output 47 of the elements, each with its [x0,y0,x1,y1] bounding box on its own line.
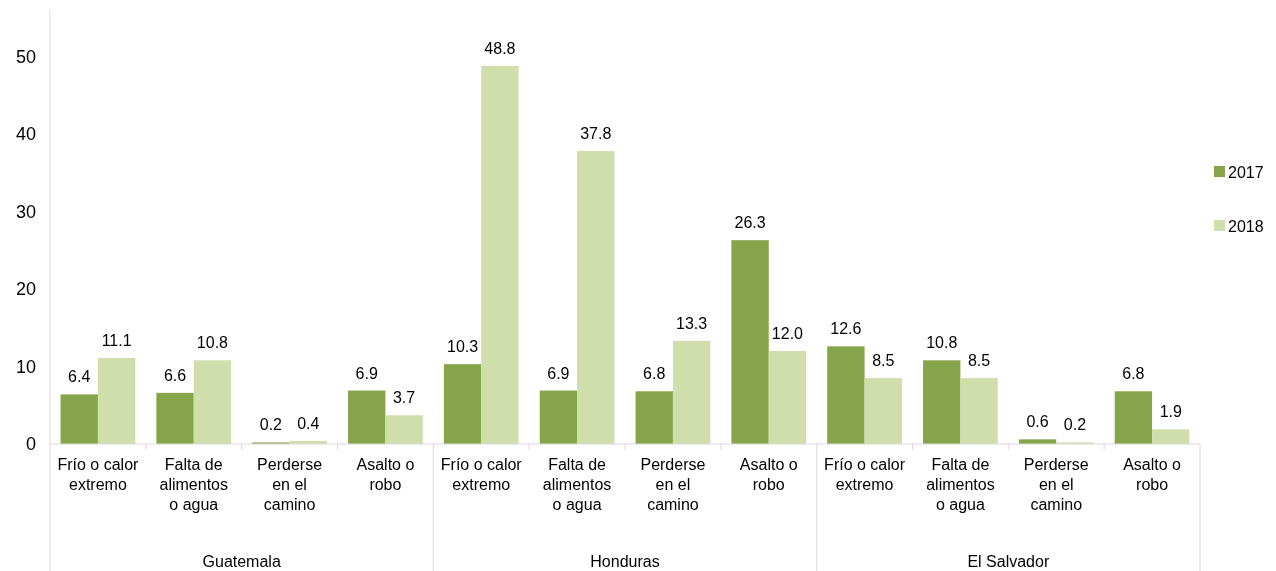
y-tick-label: 20 [15,279,36,300]
y-tick-label: 0 [25,434,36,455]
data-label: 12.6 [830,320,862,338]
x-tick-label: Asalto o robo [356,456,415,493]
x-tick-label: Falta de alimentos o agua [542,456,612,513]
data-label: 0.4 [297,414,320,432]
legend-label: 2017 [1228,163,1264,181]
x-tick-label: Perderse en el camino [1023,456,1089,513]
x-tick-label: Perderse en el camino [257,456,323,513]
data-label: 10.8 [196,334,229,352]
y-tick-label: 10 [15,356,36,377]
data-label: 12.0 [771,325,804,342]
x-tick-label: Perderse en el camino [640,456,706,513]
x-tick-label: Frío o calor extremo [57,456,140,493]
y-tick-label: 40 [15,124,36,145]
data-label: 6.8 [643,365,666,383]
x-tick-label: Falta de alimentos o agua [159,456,228,513]
data-label: 48.8 [484,39,516,57]
data-label: 0.6 [1026,413,1049,431]
data-label: 6.9 [547,364,570,382]
y-tick-label: 30 [15,201,36,222]
data-label: 6.9 [355,364,378,382]
data-label: 6.6 [163,366,187,384]
data-label: 10.3 [446,338,479,356]
x-tick-label: Asalto o robo [739,456,798,493]
data-label: 6.8 [1122,365,1145,383]
data-label: 0.2 [1063,416,1087,434]
x-tick-label: Asalto o robo [1123,456,1182,493]
data-label: 10.8 [926,334,958,352]
text: Honduras [590,553,660,570]
data-label: 11.1 [101,331,132,349]
x-tick-label: Frío o calor extremo [824,456,906,493]
x-tick-label: Falta de alimentos o agua [926,456,995,513]
text: El Salvador [967,553,1050,570]
data-label: 13.3 [676,314,708,332]
data-label: 8.5 [967,352,991,370]
data-label: 0.2 [259,416,283,434]
data-label: 3.7 [392,389,416,407]
data-label: 6.4 [68,368,91,386]
data-label: 37.8 [580,125,612,143]
data-label: 26.3 [734,214,766,232]
data-label: 1.9 [1159,403,1182,421]
x-tick-label: Frío o calor extremo [440,456,523,493]
legend-label: 2018 [1228,217,1264,235]
data-label: 8.5 [872,352,895,370]
text: Guatemala [202,553,281,570]
y-tick-label: 50 [15,46,36,67]
